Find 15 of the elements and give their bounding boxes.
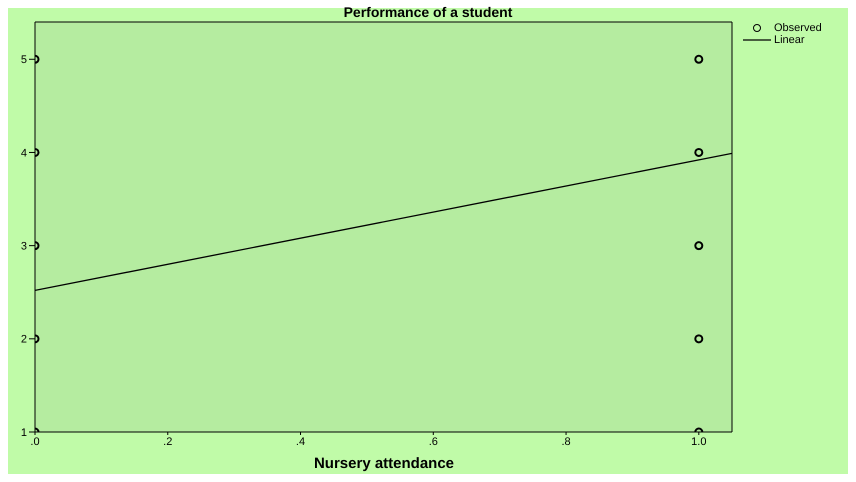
y-tick-label: 1 <box>20 426 27 439</box>
x-tick-label: .4 <box>296 436 306 448</box>
chart-title: Performance of a student <box>342 4 514 20</box>
y-tick-label: 2 <box>20 334 27 346</box>
x-tick-label: .8 <box>561 436 571 448</box>
x-axis-title: Nursery attendance <box>312 455 456 472</box>
legend-label: Linear <box>774 34 805 46</box>
x-tick-label: .6 <box>428 436 438 448</box>
y-tick-label: 5 <box>20 54 27 66</box>
x-tick-label: 1.0 <box>691 436 706 448</box>
x-tick-label: .2 <box>163 436 172 448</box>
y-tick-label: 3 <box>20 240 27 253</box>
y-tick-label: 4 <box>20 147 27 160</box>
x-tick-label: .0 <box>30 436 40 448</box>
legend-label: Observed <box>774 22 822 34</box>
